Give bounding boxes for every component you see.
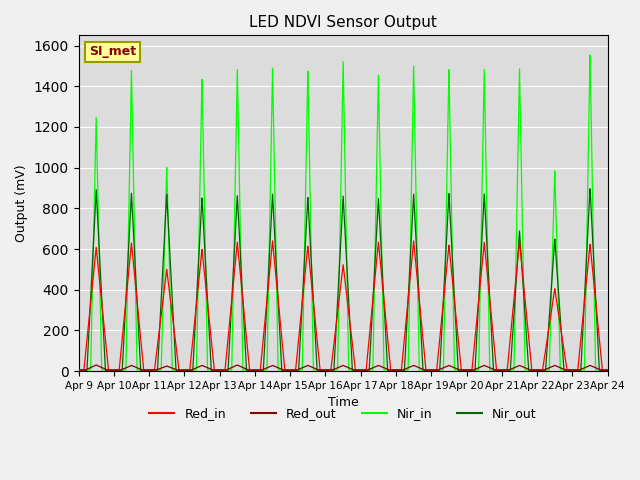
Red_out	[604, 367, 612, 373]
Nir_out	[419, 363, 426, 369]
Line: Red_out: Red_out	[79, 365, 608, 370]
Red_out	[392, 367, 400, 373]
Nir_in	[392, 367, 400, 373]
Red_out	[277, 366, 285, 372]
Red_in	[470, 351, 477, 357]
Nir_out	[75, 367, 83, 373]
Nir_out	[171, 343, 179, 348]
Red_in	[269, 238, 276, 244]
Legend: Red_in, Red_out, Nir_in, Nir_out: Red_in, Red_out, Nir_in, Nir_out	[145, 402, 542, 425]
Nir_out	[604, 367, 612, 373]
Nir_out	[509, 317, 517, 323]
Nir_in	[509, 367, 517, 373]
Nir_in	[604, 367, 612, 373]
Red_in	[171, 332, 179, 337]
Red_out	[171, 366, 179, 372]
Nir_in	[586, 52, 594, 58]
Nir_in	[277, 367, 285, 373]
Red_in	[510, 299, 518, 305]
Nir_out	[277, 347, 285, 353]
Red_in	[419, 334, 427, 340]
Red_in	[604, 367, 612, 373]
Text: SI_met: SI_met	[89, 46, 136, 59]
Nir_out	[470, 367, 477, 373]
Nir_in	[470, 367, 477, 373]
Red_out	[234, 362, 241, 368]
Nir_out	[392, 367, 400, 373]
Red_in	[75, 367, 83, 373]
Nir_in	[171, 367, 179, 373]
Red_out	[470, 367, 477, 373]
Title: LED NDVI Sensor Output: LED NDVI Sensor Output	[249, 15, 437, 30]
Red_in	[392, 367, 400, 373]
Red_in	[277, 325, 285, 331]
Line: Red_in: Red_in	[79, 241, 608, 370]
X-axis label: Time: Time	[328, 396, 358, 409]
Nir_out	[586, 186, 594, 192]
Nir_in	[419, 367, 426, 373]
Red_out	[75, 367, 83, 373]
Y-axis label: Output (mV): Output (mV)	[15, 165, 28, 242]
Line: Nir_in: Nir_in	[79, 55, 608, 370]
Line: Nir_out: Nir_out	[79, 189, 608, 370]
Red_out	[419, 366, 427, 372]
Red_out	[510, 365, 518, 371]
Nir_in	[75, 367, 83, 373]
